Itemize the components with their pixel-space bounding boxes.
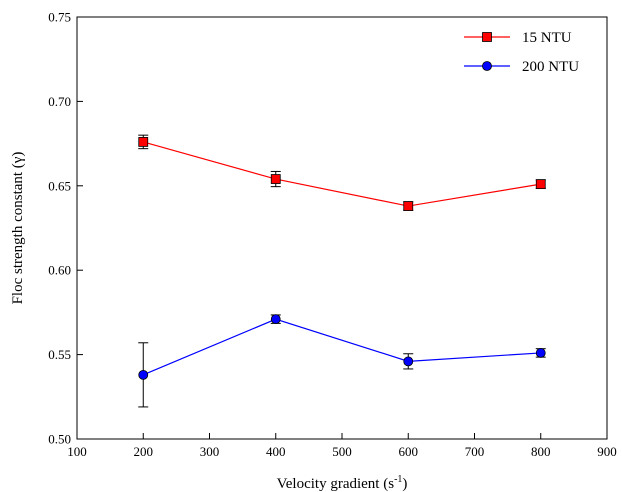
legend-item: 200 NTU [464, 59, 579, 75]
x-tick-label: 800 [531, 444, 551, 459]
x-tick-label: 300 [200, 444, 220, 459]
y-tick-label: 0.50 [48, 432, 71, 447]
series-layer [138, 134, 546, 408]
x-tick-label: 400 [266, 444, 286, 459]
plot-area [76, 16, 608, 440]
x-axis: 100 200 300 400 500 600 700 800 900 [67, 433, 617, 459]
x-tick-label: 500 [332, 444, 352, 459]
y-tick-label: 0.70 [48, 94, 71, 109]
x-tick-label: 700 [465, 444, 485, 459]
y-axis-label: Floc strength constant (γ) [10, 152, 26, 305]
y-tick-label: 0.65 [48, 178, 71, 193]
y-tick-label: 0.60 [48, 263, 71, 278]
series-2 [138, 314, 546, 408]
legend-marker [482, 32, 492, 42]
data-point [403, 356, 414, 367]
y-axis: 0.50 0.55 0.60 0.65 0.70 0.75 [48, 10, 83, 447]
legend-marker [482, 61, 492, 71]
series-line [143, 141, 541, 207]
data-point [270, 174, 281, 184]
x-axis-label: Velocity gradient (s-1) [277, 474, 408, 492]
data-point [138, 137, 149, 147]
legend-label: 200 NTU [522, 59, 579, 75]
plot-border [76, 16, 608, 440]
data-point [535, 179, 546, 190]
y-tick-label: 0.55 [48, 347, 71, 362]
y-tick-label: 0.75 [48, 10, 71, 25]
series-1 [138, 134, 546, 211]
legend-item: 15 NTU [464, 30, 572, 46]
x-tick-label: 100 [67, 444, 87, 459]
series-line [143, 318, 541, 376]
x-tick-label: 200 [134, 444, 154, 459]
x-tick-label: 900 [597, 444, 617, 459]
data-point [138, 369, 149, 380]
legend: 15 NTU 200 NTU [464, 30, 579, 75]
data-point [270, 314, 281, 325]
legend-label: 15 NTU [522, 30, 572, 46]
data-point [403, 201, 414, 211]
x-tick-label: 600 [399, 444, 419, 459]
data-point [535, 348, 546, 358]
